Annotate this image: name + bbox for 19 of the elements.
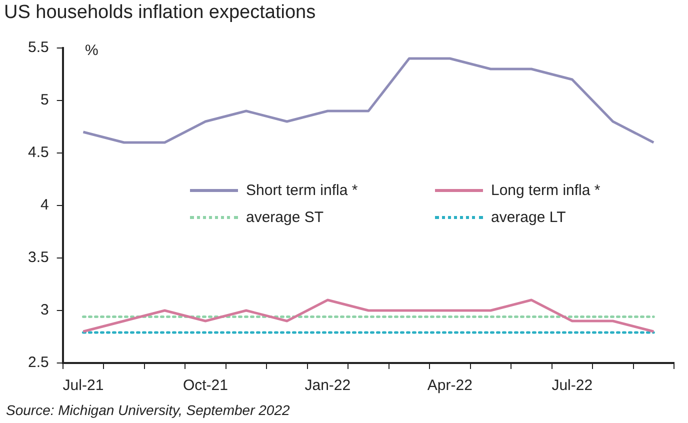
y-tick-label: 2.5 xyxy=(28,354,49,372)
source-note: Source: Michigan University, September 2022 xyxy=(6,402,290,418)
chart-title: US households inflation expectations xyxy=(4,2,316,24)
x-tick-label: Apr-22 xyxy=(427,377,472,394)
legend-label: average ST xyxy=(246,209,324,226)
legend-label: average LT xyxy=(491,209,566,226)
x-tick-label: Jul-22 xyxy=(552,377,593,394)
y-axis-title: % xyxy=(85,42,98,59)
x-tick-label: Jul-21 xyxy=(62,377,104,394)
x-tick-label: Jan-22 xyxy=(304,377,351,394)
y-tick-label: 3 xyxy=(40,302,49,319)
legend-label: Long term infla * xyxy=(491,182,600,199)
y-tick-label: 4 xyxy=(40,196,49,214)
y-tick-label: 5.5 xyxy=(28,39,49,56)
y-tick-label: 3.5 xyxy=(28,249,49,266)
legend-label: Short term infla * xyxy=(246,182,358,199)
y-tick-label: 5 xyxy=(40,92,49,109)
x-tick-label: Oct-21 xyxy=(182,377,228,394)
y-tick-label: 4.5 xyxy=(28,144,49,162)
